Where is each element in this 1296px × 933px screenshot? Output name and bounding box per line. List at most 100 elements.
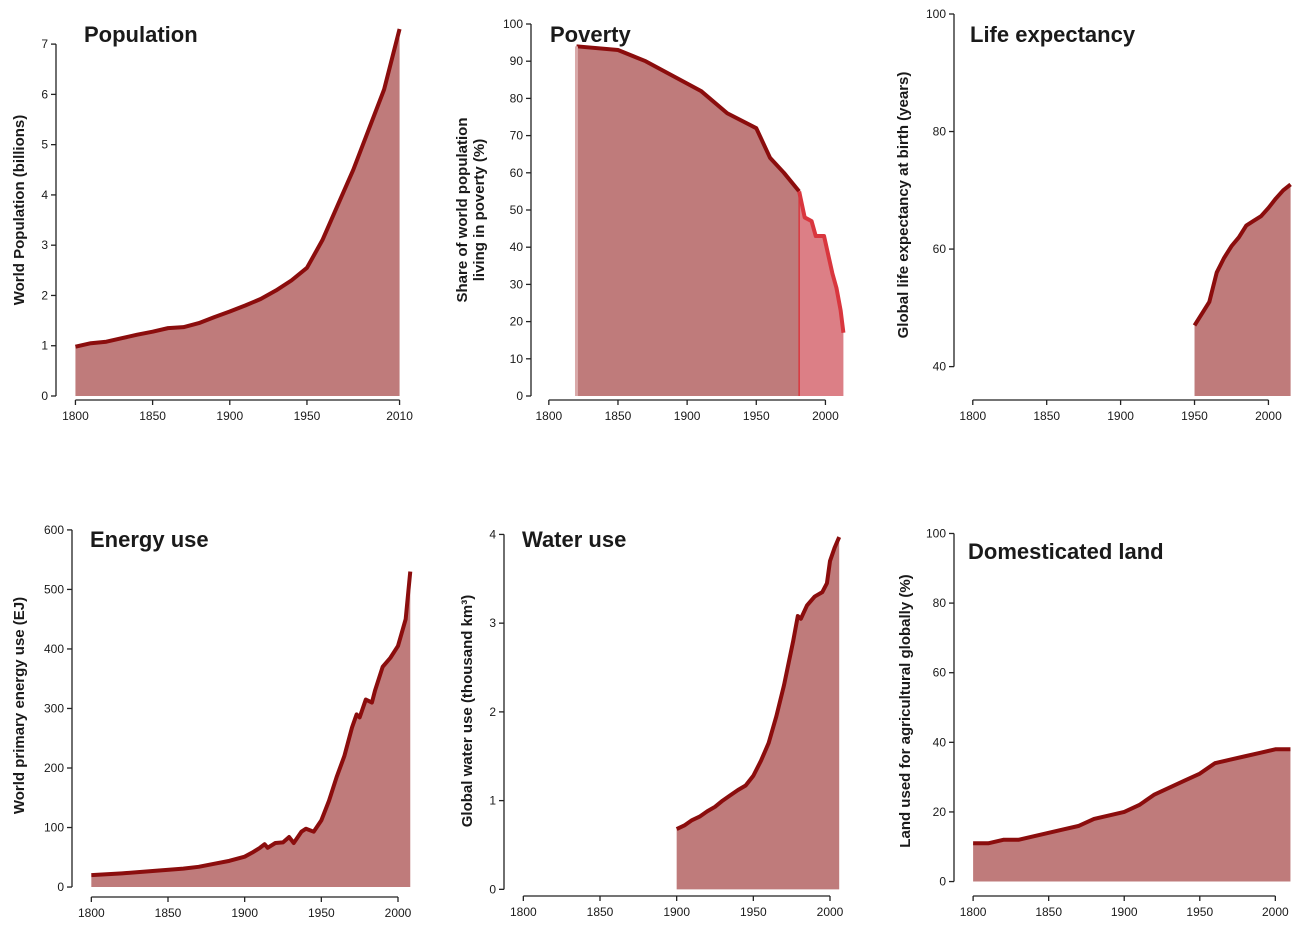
x-tick-label: 1800 <box>960 905 987 919</box>
y-tick-label: 2 <box>489 705 496 719</box>
x-tick-label: 1850 <box>1033 409 1060 423</box>
x-tick-label: 1850 <box>155 906 182 920</box>
series-area-0 <box>91 571 411 888</box>
x-tick-label: 1800 <box>535 409 562 423</box>
life-expectancy-panel: 40 60 80 100 1800 1850 1900 1950 2000 Life expect… <box>895 7 1292 423</box>
y-tick-label: 400 <box>44 642 64 656</box>
y-tick-label: 80 <box>933 596 947 610</box>
y-tick-label: 200 <box>44 761 64 775</box>
y-tick-label: 60 <box>933 242 947 256</box>
x-tick-label: 1850 <box>587 905 614 919</box>
x-tick-label: 1900 <box>674 409 701 423</box>
x-tick-label: 1850 <box>605 409 632 423</box>
series-line-0 <box>91 571 413 878</box>
y-tick-label: 0 <box>516 389 523 403</box>
population-panel: 0 1 2 3 4 5 6 7 1800 1850 1900 1950 2010 Population Wo… <box>11 22 413 423</box>
x-tick-label: 1800 <box>510 905 537 919</box>
series-area-0 <box>75 29 400 396</box>
y-tick-label: 0 <box>489 882 496 896</box>
x-tick-label: 1950 <box>294 409 321 423</box>
chart-title: Water use <box>522 527 626 552</box>
x-tick-label: 1800 <box>959 409 986 423</box>
x-tick-label: 1800 <box>62 409 89 423</box>
y-tick-label: 20 <box>933 805 947 819</box>
series-area-1 <box>799 191 844 396</box>
x-tick-label: 2000 <box>812 409 839 423</box>
y-tick-label: 5 <box>41 138 48 152</box>
series-line-0 <box>576 44 801 193</box>
chart-title: Energy use <box>90 527 209 552</box>
x-tick-label: 1900 <box>231 906 258 920</box>
y-tick-label: 80 <box>933 125 947 139</box>
y-tick-label: 100 <box>44 821 64 835</box>
x-tick-label: 2000 <box>1255 409 1282 423</box>
y-axis-label: Global water use (thousand km³) <box>459 595 476 828</box>
x-tick-label: 2010 <box>386 409 413 423</box>
x-tick-label: 1950 <box>1186 905 1213 919</box>
series-line-0 <box>74 28 402 349</box>
x-tick-label: 2000 <box>385 906 412 920</box>
series-area-0 <box>676 537 840 890</box>
y-tick-label: 40 <box>933 735 947 749</box>
x-tick-label: 1800 <box>78 906 105 920</box>
y-tick-label: 6 <box>41 87 48 101</box>
y-tick-label: 60 <box>510 166 524 180</box>
y-axis-label: World primary energy use (EJ) <box>11 597 28 814</box>
poverty-panel: 0 10 20 30 40 50 60 70 80 90 100 1800 1850 1900 1950 20… <box>454 17 846 423</box>
series-area-0 <box>576 46 800 396</box>
chart-title: Domesticated land <box>968 539 1164 564</box>
x-tick-label: 1900 <box>216 409 243 423</box>
x-tick-label: 2000 <box>1262 905 1289 919</box>
y-tick-label: 90 <box>510 54 524 68</box>
series-line-0 <box>675 536 842 831</box>
y-tick-label: 1 <box>41 339 48 353</box>
energy-use-panel: 0 100 200 300 400 500 600 1800 1850 1900 1950 2000 E… <box>11 523 413 920</box>
y-tick-label: 20 <box>510 315 524 329</box>
x-tick-label: 2000 <box>817 905 844 919</box>
y-tick-label: 4 <box>489 527 496 541</box>
x-tick-label: 1950 <box>308 906 335 920</box>
y-tick-label: 1 <box>489 794 496 808</box>
y-axis-label: World Population (billions) <box>11 115 28 306</box>
series-area-0 <box>973 749 1291 882</box>
y-tick-label: 7 <box>41 37 48 51</box>
y-tick-label: 4 <box>41 188 48 202</box>
x-tick-label: 1900 <box>1111 905 1138 919</box>
y-axis-label: Land used for agricultural globally (%) <box>897 574 914 847</box>
y-axis-label: Share of world populationliving in pover… <box>454 118 488 303</box>
y-tick-label: 0 <box>41 389 48 403</box>
y-tick-label: 100 <box>926 526 946 540</box>
y-tick-label: 600 <box>44 523 64 537</box>
chart-title: Life expectancy <box>970 22 1136 47</box>
series-line-0 <box>973 747 1291 846</box>
y-tick-label: 60 <box>933 666 947 680</box>
series-line-0 <box>1192 182 1292 327</box>
y-tick-label: 100 <box>926 7 946 21</box>
water-use-panel: 0 1 2 3 4 1800 1850 1900 1950 2000 Water use Global… <box>459 527 844 919</box>
x-tick-label: 1900 <box>663 905 690 919</box>
y-tick-label: 10 <box>510 352 524 366</box>
y-tick-label: 3 <box>41 238 48 252</box>
y-tick-label: 300 <box>44 701 64 715</box>
y-tick-label: 50 <box>510 203 524 217</box>
y-tick-label: 2 <box>41 288 48 302</box>
chart-title: Population <box>84 22 198 47</box>
y-tick-label: 3 <box>489 616 496 630</box>
x-tick-label: 1950 <box>743 409 770 423</box>
y-axis-label: Global life expectancy at birth (years) <box>895 72 912 339</box>
y-tick-label: 70 <box>510 129 524 143</box>
y-tick-label: 40 <box>510 240 524 254</box>
x-tick-label: 1850 <box>139 409 166 423</box>
y-tick-label: 500 <box>44 582 64 596</box>
x-tick-label: 1850 <box>1035 905 1062 919</box>
y-tick-label: 100 <box>503 17 523 31</box>
x-tick-label: 1950 <box>1181 409 1208 423</box>
y-tick-label: 0 <box>57 880 64 894</box>
y-tick-label: 0 <box>939 875 946 889</box>
y-tick-label: 30 <box>510 277 524 291</box>
y-tick-label: 80 <box>510 91 524 105</box>
x-tick-label: 1900 <box>1107 409 1134 423</box>
series-area-0 <box>1194 184 1291 396</box>
x-tick-label: 1950 <box>740 905 767 919</box>
